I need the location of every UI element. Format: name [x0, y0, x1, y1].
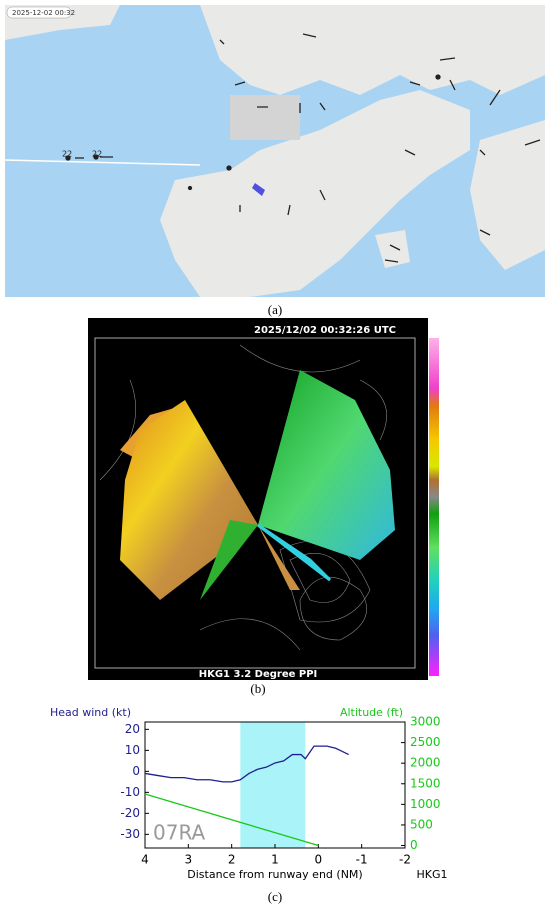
wind-barbs	[65, 33, 541, 263]
chart: Head wind (kt) Altitude (ft) Distance fr…	[50, 706, 448, 881]
land	[200, 5, 545, 95]
island	[470, 120, 545, 270]
colorbar-unit: m/s	[430, 324, 447, 334]
colorbar-tick-label: -4	[444, 525, 452, 534]
y-tick-label: -10	[120, 785, 140, 799]
x-tick-label: 2	[228, 853, 236, 867]
radar-panel: 2025/12/02 00:32:26 UTC HKG1 3.2 Degree …	[88, 318, 457, 680]
runway-label: 07RA	[153, 821, 206, 845]
y2-tick-label: 2500	[410, 735, 441, 749]
map-panel: 2025-12-02 00:32 22 22	[4, 5, 545, 297]
colorbar-tick-label: 2	[444, 480, 449, 489]
radar-frame	[94, 337, 416, 669]
series-line	[144, 793, 319, 847]
colorbar-tick-label: -19	[444, 638, 457, 647]
timestamp: 2025-12-02 00:32	[12, 9, 75, 17]
y2-tick-label: 2000	[410, 756, 441, 770]
colorbar-tick-label: 14	[444, 390, 454, 399]
island	[160, 90, 470, 297]
bridge	[4, 159, 201, 166]
x-axis-title: Distance from runway end (NM)	[187, 868, 362, 881]
colorbar-tick-label: 5	[444, 457, 449, 466]
radar-echo	[258, 525, 300, 590]
colorbar-tick-label: 17	[444, 367, 454, 376]
map-label: 22	[92, 150, 102, 159]
caption: (b)	[250, 681, 265, 696]
colorbar-tick-label: 20	[444, 345, 454, 354]
x-tick-label: 3	[185, 853, 193, 867]
radar-echo	[258, 370, 395, 560]
island	[375, 230, 410, 268]
colorbar-tick-label: 8	[444, 435, 449, 444]
radar-title: 2025/12/02 00:32:26 UTC	[254, 325, 396, 336]
colorbar-tick-label: -10	[444, 570, 457, 579]
colorbar	[429, 338, 439, 676]
y-tick-label: 0	[132, 764, 140, 778]
highlight	[240, 722, 306, 848]
y-tick-label: -20	[120, 806, 140, 820]
radar-echo	[200, 520, 258, 600]
y-tick-label: 10	[125, 743, 140, 757]
caption: (c)	[268, 889, 282, 904]
y2-tick-label: 1500	[410, 776, 441, 790]
colorbar-tick-label: -22	[444, 660, 457, 669]
x-tick-label: -2	[399, 853, 411, 867]
x-tick-label: -1	[356, 853, 368, 867]
caption: (a)	[268, 302, 282, 317]
map-label: 22	[62, 150, 72, 159]
colorbar-tick-label: 11	[444, 412, 454, 421]
y2-tick-label: 3000	[410, 715, 441, 729]
radar-echo	[257, 523, 332, 582]
series-line	[144, 745, 349, 783]
track	[252, 183, 265, 196]
y2-tick-label: 0	[410, 838, 418, 852]
x-tick-label: 4	[141, 853, 149, 867]
x-tick-label: 0	[315, 853, 323, 867]
x-tick-label: 1	[271, 853, 279, 867]
y-tick-label: -30	[120, 827, 140, 841]
colorbar-tick-label: -13	[444, 593, 457, 602]
colorbar-tick-label: -16	[444, 615, 457, 624]
airport	[230, 95, 300, 140]
colorbar-tick-label: -1	[444, 503, 452, 512]
y2-tick-label: 500	[410, 817, 433, 831]
y-axis-title: Head wind (kt)	[50, 706, 131, 719]
station-label: HKG1	[416, 868, 447, 881]
y2-axis-title: Altitude (ft)	[340, 706, 403, 719]
timestamp-box	[6, 6, 72, 19]
radar-footer: HKG1 3.2 Degree PPI	[199, 669, 318, 680]
colorbar-tick-label: -7	[444, 548, 452, 557]
y-tick-label: 20	[125, 722, 140, 736]
y2-tick-label: 1000	[410, 797, 441, 811]
